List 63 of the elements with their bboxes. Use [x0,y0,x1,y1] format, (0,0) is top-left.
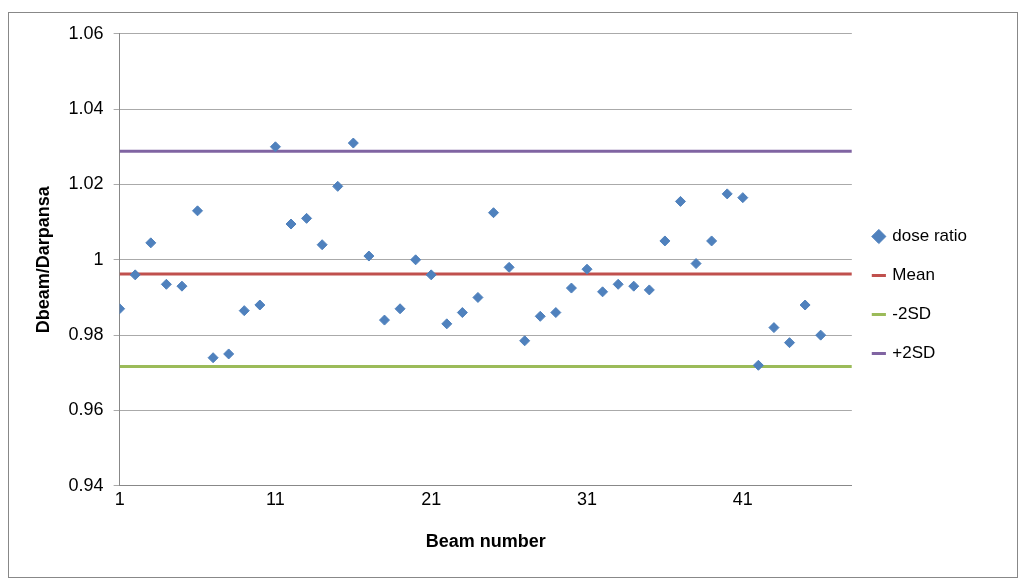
point [456,307,468,319]
point [597,286,609,298]
point [410,254,422,266]
point [394,303,406,315]
point [192,205,204,217]
point [643,284,655,296]
y-tick-label: 1.06 [68,22,104,43]
legend-label: dose ratio [892,226,968,246]
point [441,318,453,330]
point [425,269,437,281]
legend-label: +2SD [892,343,936,363]
point [332,180,344,192]
x-axis-title: Beam number [425,531,546,552]
point [815,329,827,341]
point [706,235,718,247]
y-axis-title: Dbeam/Darpansa [32,185,53,334]
point [223,348,235,360]
point [207,352,219,364]
y-tick-label: 1.02 [68,173,104,194]
point [799,299,811,311]
legend-label: -2SD [892,304,932,324]
y-tick-label: 1 [93,248,104,269]
point [534,310,546,322]
x-tick-label: 21 [421,488,442,509]
point [659,235,671,247]
point [254,299,266,311]
point [503,261,515,273]
y-tick-label: 0.98 [68,324,104,345]
point [269,141,281,153]
point [784,337,796,349]
point [690,258,702,270]
point [752,359,764,371]
point [488,207,500,219]
point [160,278,172,290]
legend-label: Mean [892,265,935,285]
point [628,280,640,292]
y-tick-label: 1.04 [68,98,104,119]
point [129,269,141,281]
point [363,250,375,262]
x-tick-label: 31 [576,488,598,509]
point [721,188,733,200]
point [301,212,313,224]
point [612,278,624,290]
x-tick-label: 11 [266,488,285,509]
x-tick-label: 1 [114,488,125,509]
point [519,335,531,347]
point [581,263,593,275]
point [674,195,686,207]
point [145,237,157,249]
point [285,218,297,230]
point [737,192,749,204]
point [472,291,484,303]
point [238,305,250,317]
point [565,282,577,294]
point [316,239,328,251]
x-tick-label: 41 [732,488,753,509]
y-tick-label: 0.94 [68,474,104,495]
y-tick-label: 0.96 [68,399,104,420]
point [768,322,780,334]
point [550,307,562,319]
point [176,280,188,292]
point [347,137,359,149]
point [378,314,390,326]
